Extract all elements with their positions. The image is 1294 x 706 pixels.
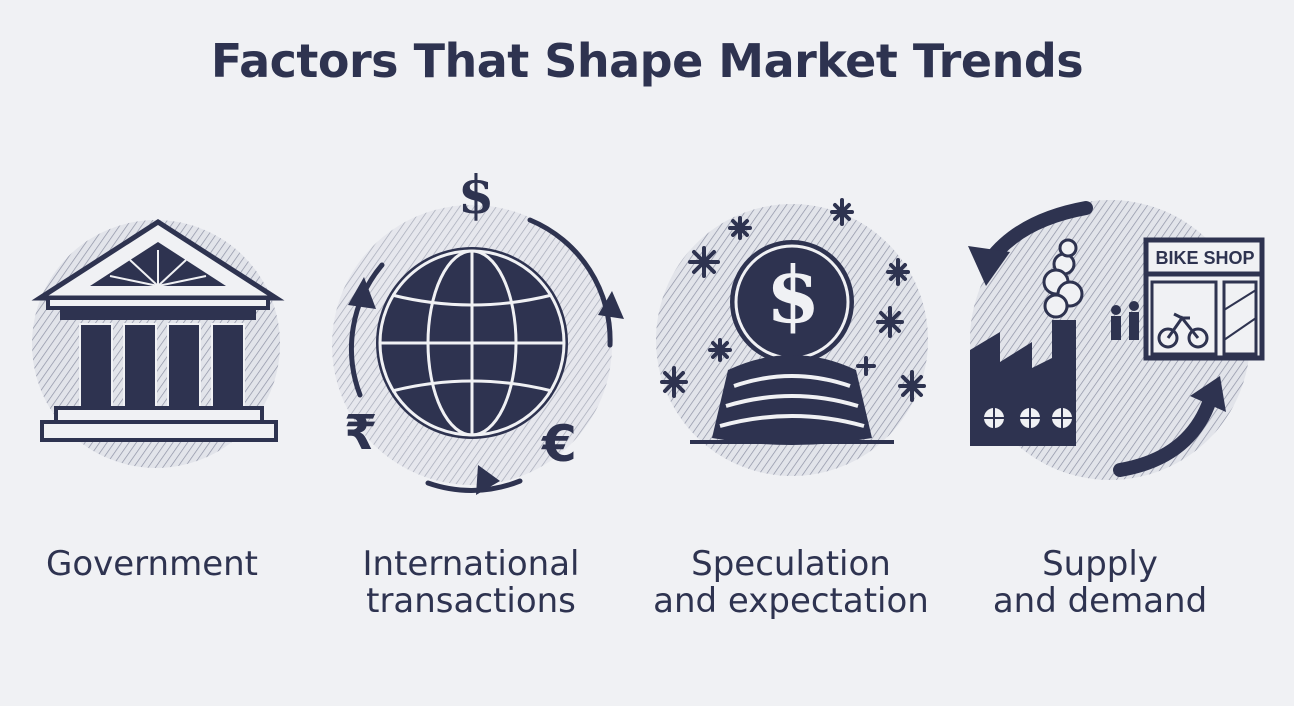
crystal-ball-icon: $ [650,190,940,490]
factor-label: Supply and demand [992,544,1208,621]
bike-shop-sign: BIKE SHOP [1155,248,1255,268]
ball-dollar-sign: $ [766,250,821,341]
euro-sign-icon: € [542,415,577,473]
factor-label: Government [45,544,259,584]
factor-label: Speculation and expectation [653,544,929,621]
factory-bike-shop-icon: BIKE SHOP [960,190,1270,490]
bank-building-icon [20,200,300,490]
page-title: Factors That Shape Market Trends [210,34,1084,88]
dollar-sign-icon: $ [458,165,495,226]
rupee-sign-icon: ₹ [344,405,378,461]
globe-currency-icon: $ ₹ € [320,165,630,505]
factor-label: International transactions [362,544,580,621]
